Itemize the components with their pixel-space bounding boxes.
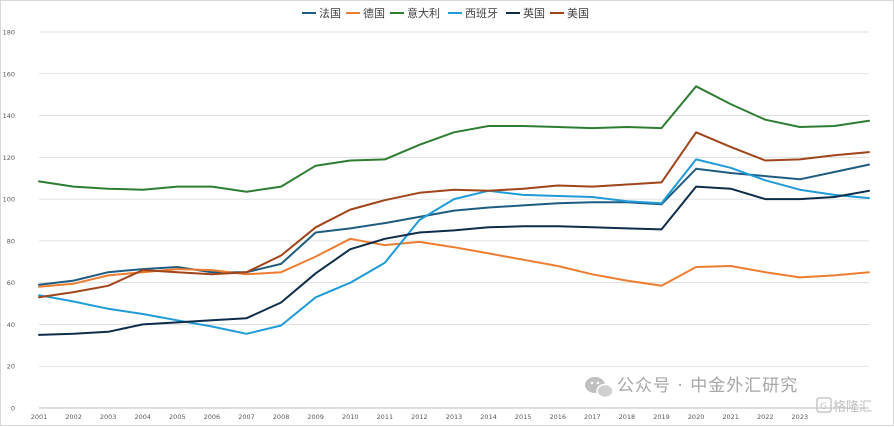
legend-label: 法国 [319, 6, 341, 20]
series-line-意大利 [38, 85, 870, 193]
wechat-icon [585, 377, 614, 399]
legend-label: 西班牙 [465, 7, 498, 20]
legend-item: 意大利 [390, 6, 440, 20]
y-tick-label: 80 [7, 237, 15, 245]
y-tick-label: 180 [3, 29, 15, 37]
legend-label: 英国 [523, 6, 545, 20]
series-line-美国 [38, 131, 870, 299]
series-line-德国 [38, 237, 870, 288]
y-tick-label: 140 [3, 112, 15, 120]
watermark-badge: 格隆汇 [833, 399, 872, 415]
series-line-西班牙 [38, 158, 870, 335]
x-tick-label: 2016 [549, 413, 566, 421]
x-tick-label: 2013 [446, 413, 463, 421]
x-axis-ticks: 2001 2002 2003 2004 2005 2006 2007 2008 2009 2010… [31, 413, 808, 421]
x-tick-label: 2021 [722, 413, 739, 421]
x-tick-label: 2012 [411, 413, 428, 421]
legend-item: 法国 [302, 6, 341, 20]
y-tick-label: 20 [7, 363, 15, 371]
badge-icon: G [816, 397, 832, 413]
watermark-text: 公众号 · 中金外汇研究 [617, 376, 798, 396]
y-tick-label: 120 [3, 154, 15, 162]
x-tick-label: 2007 [238, 413, 255, 421]
y-tick-label: 100 [3, 196, 15, 204]
y-tick-label: 160 [3, 70, 15, 78]
series-line-法国 [38, 163, 870, 286]
x-tick-label: 2017 [584, 413, 601, 421]
x-tick-label: 2002 [65, 413, 82, 421]
series-lines [38, 85, 870, 336]
legend-item: 英国 [506, 6, 545, 20]
x-tick-label: 2006 [204, 413, 221, 421]
x-tick-label: 2022 [757, 413, 774, 421]
x-tick-label: 2014 [480, 413, 497, 421]
x-tick-label: 2010 [342, 413, 359, 421]
y-tick-label: 0 [11, 405, 15, 413]
x-tick-label: 2005 [169, 413, 186, 421]
x-tick-label: 2023 [792, 413, 809, 421]
legend-item: 德国 [346, 6, 385, 20]
legend-label: 美国 [567, 7, 589, 20]
y-axis-ticks: 0 20 40 60 80 100 120 140 160 180 [3, 29, 15, 413]
svg-text:G: G [820, 402, 827, 412]
legend-label: 意大利 [407, 6, 440, 20]
legend-label: 德国 [363, 6, 385, 20]
x-tick-label: 2001 [31, 413, 48, 421]
watermark: 公众号 · 中金外汇研究 G 格隆汇 [585, 376, 872, 415]
legend-item: 美国 [550, 7, 589, 20]
x-tick-label: 2020 [688, 413, 705, 421]
series-line-英国 [38, 185, 870, 336]
x-tick-label: 2018 [619, 413, 636, 421]
x-tick-label: 2009 [307, 413, 324, 421]
x-tick-label: 2008 [273, 413, 290, 421]
y-tick-label: 40 [7, 321, 15, 329]
x-tick-label: 2015 [515, 413, 532, 421]
y-tick-label: 60 [7, 279, 15, 287]
x-tick-label: 2011 [377, 413, 394, 421]
x-tick-label: 2019 [653, 413, 670, 421]
x-tick-label: 2004 [134, 413, 151, 421]
legend: 法国 德国 意大利 西班牙 英国 美国 [302, 6, 589, 20]
x-tick-label: 2003 [100, 413, 117, 421]
legend-item: 西班牙 [448, 7, 498, 20]
